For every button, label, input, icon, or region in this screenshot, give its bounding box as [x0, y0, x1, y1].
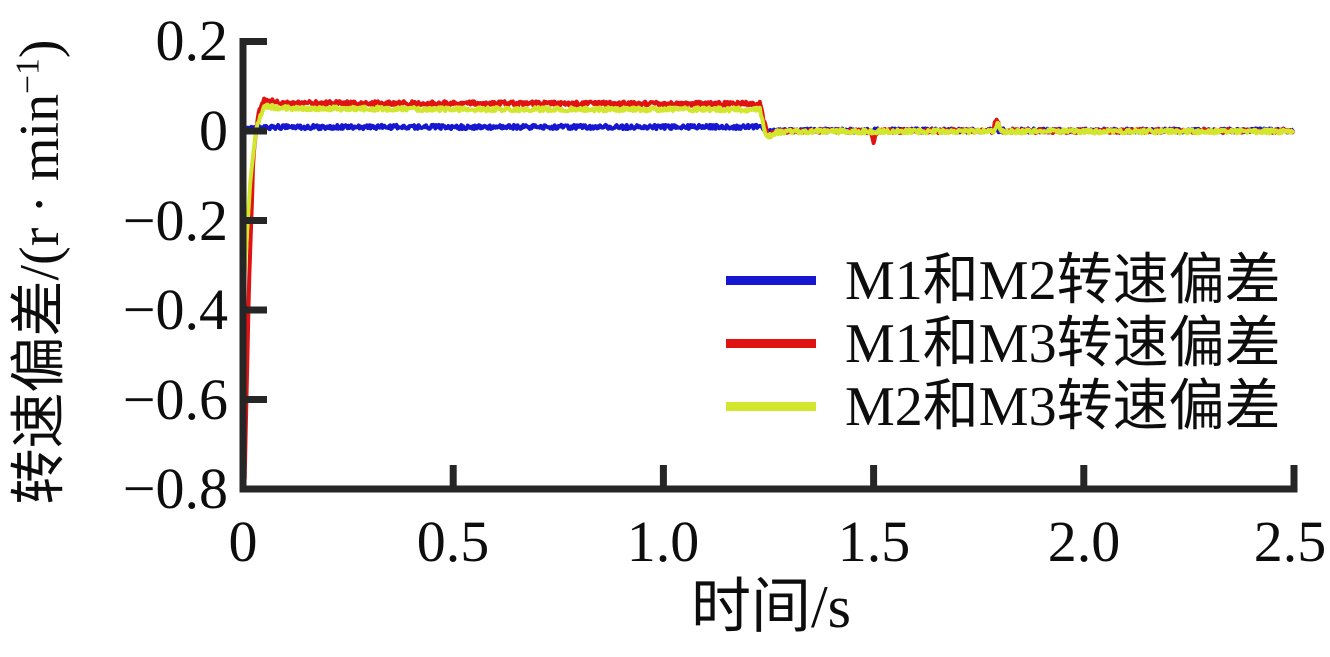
legend-label-m1-m3: M1和M3转速偏差	[845, 312, 1281, 375]
x-tick-label-0.5: 0.5	[416, 509, 490, 574]
x-tick-label-1.5: 1.5	[837, 509, 911, 574]
legend-row-m1-m3: M1和M3转速偏差	[726, 312, 1281, 375]
x-axis-title: 时间/s	[690, 574, 852, 640]
y-tick-label-0.2: 0.2	[155, 8, 229, 73]
legend: M1和M2转速偏差 M1和M3转速偏差 M2和M3转速偏差	[726, 249, 1281, 438]
y-tick-label--0.2: −0.2	[122, 188, 228, 253]
x-tick-label-1.0: 1.0	[626, 509, 700, 574]
x-tick-label-2.5: 2.5	[1253, 509, 1327, 574]
x-tick-label-0: 0	[228, 509, 258, 574]
legend-line-yellow	[726, 402, 816, 411]
y-tick-label--0.6: −0.6	[122, 367, 228, 432]
legend-line-red	[726, 339, 816, 348]
x-tick-label-2.0: 2.0	[1047, 509, 1121, 574]
legend-line-blue	[726, 276, 816, 285]
y-tick-label--0.4: −0.4	[122, 277, 228, 342]
y-tick-label--0.8: −0.8	[122, 456, 228, 521]
legend-label-m1-m2: M1和M2转速偏差	[845, 249, 1281, 312]
legend-row-m1-m2: M1和M2转速偏差	[726, 249, 1281, 312]
y-tick-label-0: 0	[199, 98, 228, 163]
legend-row-m2-m3: M2和M3转速偏差	[726, 375, 1281, 438]
legend-label-m2-m3: M2和M3转速偏差	[845, 375, 1281, 438]
